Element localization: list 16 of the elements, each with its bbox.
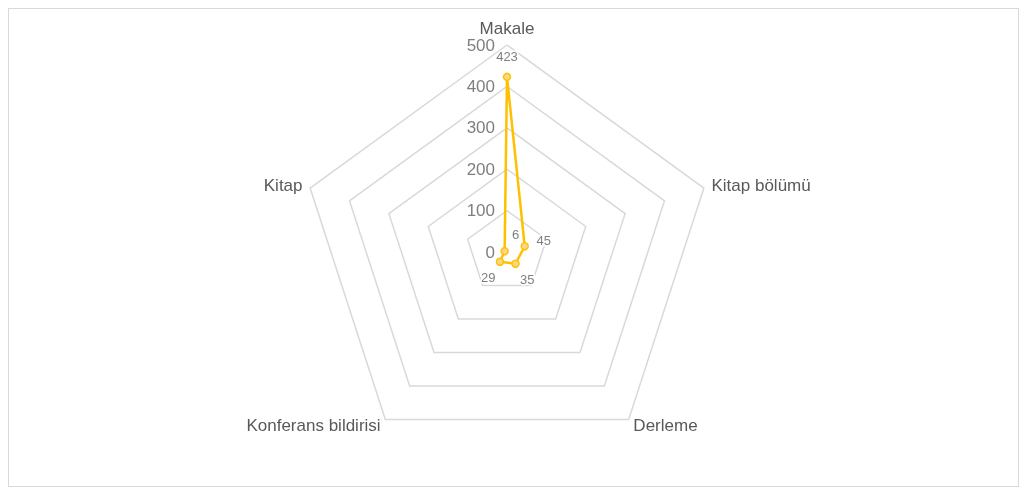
data-label: 6 <box>512 226 520 242</box>
data-label: 29 <box>480 270 496 286</box>
data-label: 35 <box>520 272 535 288</box>
y-tick-label: 500 <box>466 35 495 55</box>
data-label: 423 <box>496 49 518 65</box>
y-tick-label: 100 <box>466 201 495 221</box>
data-label: 45 <box>536 232 551 248</box>
y-tick-label: 0 <box>485 242 495 262</box>
y-tick-label: 400 <box>466 76 495 96</box>
spoke-label: Kitap <box>263 176 303 196</box>
spoke-label: Konferans bildirisi <box>246 416 381 436</box>
y-tick-label: 300 <box>466 118 495 138</box>
spoke-label: Kitap bölümü <box>711 176 811 196</box>
y-tick-label: 200 <box>466 159 495 179</box>
spoke-label: Derleme <box>633 416 698 436</box>
spoke-label: Makale <box>479 18 535 38</box>
